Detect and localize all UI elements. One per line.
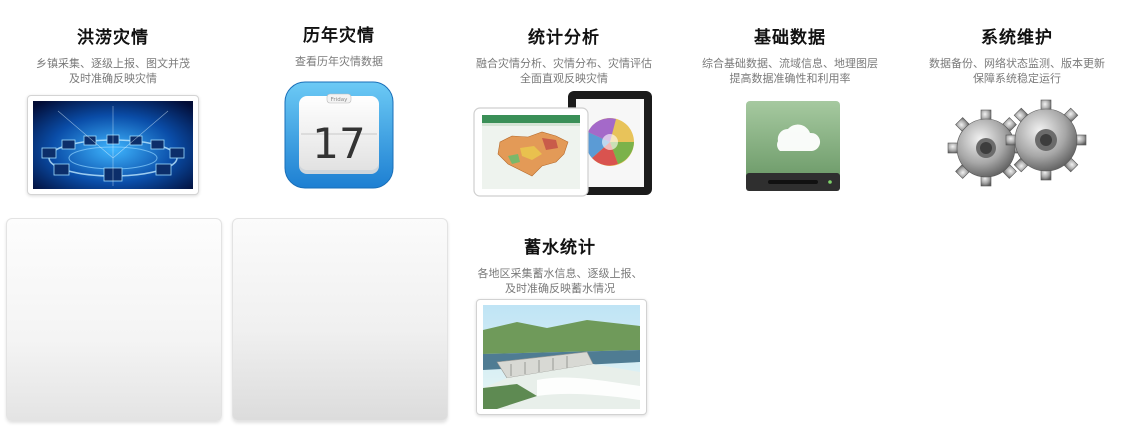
tile-description-line: 各地区采集蓄水信息、逐级上报、 [477, 267, 643, 280]
tile-water-storage-stats[interactable]: 蓄水统计 各地区采集蓄水信息、逐级上报、 及时准确反映蓄水情况 [447, 238, 673, 296]
cloud-drive-graphic [746, 101, 840, 191]
svg-text:Friday: Friday [331, 97, 348, 103]
tile-system-maintenance[interactable]: 系统维护 数据备份、网络状态监测、版本更新 保障系统稳定运行 [904, 28, 1130, 86]
tile-title: 系统维护 [981, 28, 1053, 48]
tile-title: 蓄水统计 [524, 238, 596, 258]
tile-title: 洪涝灾情 [77, 28, 149, 48]
tile-title: 基础数据 [754, 28, 826, 48]
dam-photo[interactable] [476, 299, 647, 415]
tile-description-line: 融合灾情分析、灾情分布、灾情评估 [476, 57, 652, 70]
tile-description-line: 乡镇采集、逐级上报、图文并茂 [36, 57, 190, 70]
tile-description: 查看历年灾情数据 [226, 54, 452, 69]
tile-description-line: 保障系统稳定运行 [973, 72, 1061, 85]
network-monitors-image [33, 101, 193, 189]
calendar-icon-graphic: Friday 17 [284, 81, 394, 189]
tile-flood-disaster[interactable]: 洪涝灾情 乡镇采集、逐级上报、图文并茂 及时准确反映灾情 [0, 28, 226, 86]
tile-title: 统计分析 [528, 28, 600, 48]
gears-icon[interactable] [944, 98, 1092, 190]
dam-image [483, 305, 640, 409]
calendar-icon[interactable]: Friday 17 [283, 80, 395, 192]
tile-basic-data[interactable]: 基础数据 综合基础数据、流域信息、地理图层 提高数据准确性和利用率 [677, 28, 903, 86]
tile-description: 数据备份、网络状态监测、版本更新 保障系统稳定运行 [904, 56, 1130, 86]
tile-description-line: 及时准确反映灾情 [69, 72, 157, 85]
tile-description: 融合灾情分析、灾情分布、灾情评估 全面直观反映灾情 [451, 56, 677, 86]
tile-description-line: 数据备份、网络状态监测、版本更新 [929, 57, 1105, 70]
tile-title: 历年灾情 [303, 26, 375, 46]
tile-description-line: 提高数据准确性和利用率 [729, 72, 851, 85]
tile-historical-disasters[interactable]: 历年灾情 查看历年灾情数据 [226, 26, 452, 69]
tile-statistical-analysis[interactable]: 统计分析 融合灾情分析、灾情分布、灾情评估 全面直观反映灾情 [451, 28, 677, 86]
empty-panel [232, 218, 448, 421]
tile-description: 各地区采集蓄水信息、逐级上报、 及时准确反映蓄水情况 [447, 266, 673, 296]
tile-description-line: 综合基础数据、流域信息、地理图层 [702, 57, 878, 70]
gears-graphic [947, 99, 1087, 187]
tile-description-line: 查看历年灾情数据 [295, 55, 383, 68]
tile-description-line: 及时准确反映蓄水情况 [505, 282, 615, 295]
tablet-charts-photo[interactable] [472, 90, 656, 200]
calendar-day-number: 17 [312, 119, 365, 168]
empty-panel [6, 218, 222, 421]
tile-description-line: 全面直观反映灾情 [520, 72, 608, 85]
tile-description: 乡镇采集、逐级上报、图文并茂 及时准确反映灾情 [0, 56, 226, 86]
network-monitors-photo[interactable] [27, 95, 199, 195]
tile-description: 综合基础数据、流域信息、地理图层 提高数据准确性和利用率 [677, 56, 903, 86]
tablet-charts-image [473, 91, 652, 197]
cloud-drive-icon[interactable] [742, 97, 844, 197]
